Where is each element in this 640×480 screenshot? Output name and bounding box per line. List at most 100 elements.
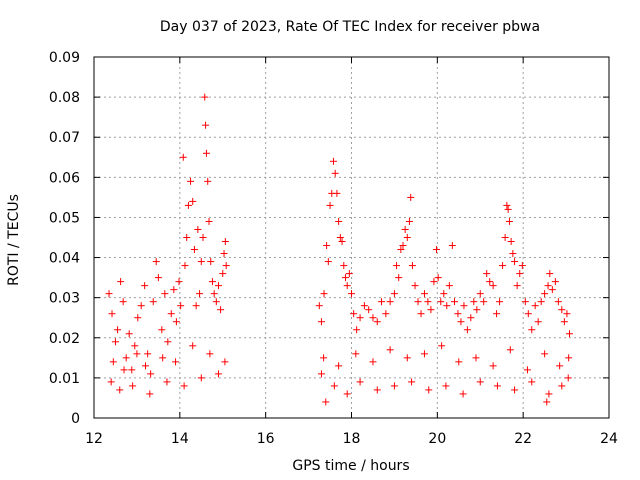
data-point xyxy=(411,282,419,290)
data-point xyxy=(541,350,549,358)
data-point xyxy=(189,197,197,205)
data-point xyxy=(341,274,349,282)
data-point xyxy=(204,177,212,185)
x-tick-label: 14 xyxy=(171,431,189,447)
data-point xyxy=(219,270,227,278)
data-point xyxy=(336,234,344,241)
x-tick-label: 20 xyxy=(428,431,446,447)
data-point xyxy=(513,282,521,290)
data-point xyxy=(116,386,124,394)
data-point xyxy=(457,318,465,326)
data-point xyxy=(222,262,230,270)
y-tick-label: 0.02 xyxy=(49,331,80,347)
data-point xyxy=(548,286,556,294)
data-point xyxy=(181,262,189,270)
data-point xyxy=(544,282,552,290)
data-point xyxy=(187,177,195,185)
y-tick-label: 0.07 xyxy=(49,130,80,146)
data-point xyxy=(206,350,214,358)
data-point xyxy=(451,298,458,306)
data-point xyxy=(141,282,149,290)
data-point xyxy=(424,298,432,306)
data-point xyxy=(335,217,343,225)
data-point xyxy=(390,382,398,390)
data-point xyxy=(180,382,188,390)
data-point xyxy=(111,338,119,346)
data-point xyxy=(348,290,355,298)
chart-title: Day 037 of 2023, Rate Of TEC Index for r… xyxy=(160,19,540,35)
data-point xyxy=(493,310,501,318)
data-point xyxy=(207,258,215,266)
data-point xyxy=(504,205,512,213)
data-point xyxy=(437,298,445,306)
data-point xyxy=(524,310,532,318)
data-point xyxy=(352,350,360,358)
data-point xyxy=(534,318,542,326)
data-point xyxy=(315,302,323,310)
data-point xyxy=(455,358,463,366)
data-point xyxy=(119,298,127,306)
data-point xyxy=(558,306,566,314)
data-point xyxy=(177,302,185,310)
data-point xyxy=(489,362,497,370)
data-point xyxy=(476,378,484,386)
data-point xyxy=(343,390,351,398)
data-point xyxy=(158,326,166,334)
data-point xyxy=(506,346,514,354)
data-point xyxy=(360,302,368,310)
data-point xyxy=(395,274,403,282)
data-point xyxy=(493,382,501,390)
data-point xyxy=(217,306,225,314)
data-point xyxy=(470,298,478,306)
data-point xyxy=(503,201,511,209)
data-point xyxy=(184,201,192,209)
data-point xyxy=(202,149,210,157)
data-point xyxy=(403,234,411,241)
data-point xyxy=(556,362,564,370)
data-point xyxy=(476,290,484,298)
data-point xyxy=(473,306,481,314)
data-point xyxy=(114,326,122,334)
x-axis-label: GPS time / hours xyxy=(292,458,409,474)
y-axis-label: ROTI / TECUs xyxy=(6,194,22,286)
data-point xyxy=(543,398,551,406)
data-point xyxy=(489,282,497,290)
data-point xyxy=(521,298,529,306)
data-point xyxy=(154,274,162,282)
data-point xyxy=(427,306,435,314)
data-point xyxy=(214,282,222,290)
data-point xyxy=(486,278,494,286)
x-tick-label: 16 xyxy=(257,431,275,447)
data-point xyxy=(460,302,468,310)
data-point xyxy=(397,246,405,254)
data-point xyxy=(108,310,116,318)
x-tick-label: 24 xyxy=(600,431,618,447)
data-point xyxy=(408,262,416,270)
data-point xyxy=(338,238,346,246)
y-tick-label: 0.03 xyxy=(49,291,80,307)
data-point xyxy=(323,242,331,250)
data-point xyxy=(208,278,216,286)
y-tick-label: 0 xyxy=(71,411,80,427)
data-point xyxy=(523,366,531,374)
data-point xyxy=(448,242,456,250)
data-point xyxy=(329,157,337,165)
data-point xyxy=(378,298,386,306)
data-point xyxy=(472,354,480,362)
data-point xyxy=(196,290,204,298)
data-point xyxy=(317,370,325,378)
data-point xyxy=(146,390,154,398)
data-point xyxy=(507,238,515,246)
y-tick-label: 0.01 xyxy=(49,371,80,387)
data-point xyxy=(369,358,377,366)
data-point xyxy=(129,382,137,390)
data-point xyxy=(420,350,428,358)
data-point xyxy=(537,298,545,306)
data-point xyxy=(159,354,167,362)
y-tick-label: 0.09 xyxy=(49,50,80,66)
data-point xyxy=(356,378,364,386)
data-point xyxy=(516,270,524,278)
data-point xyxy=(326,201,334,209)
data-point xyxy=(220,250,228,258)
